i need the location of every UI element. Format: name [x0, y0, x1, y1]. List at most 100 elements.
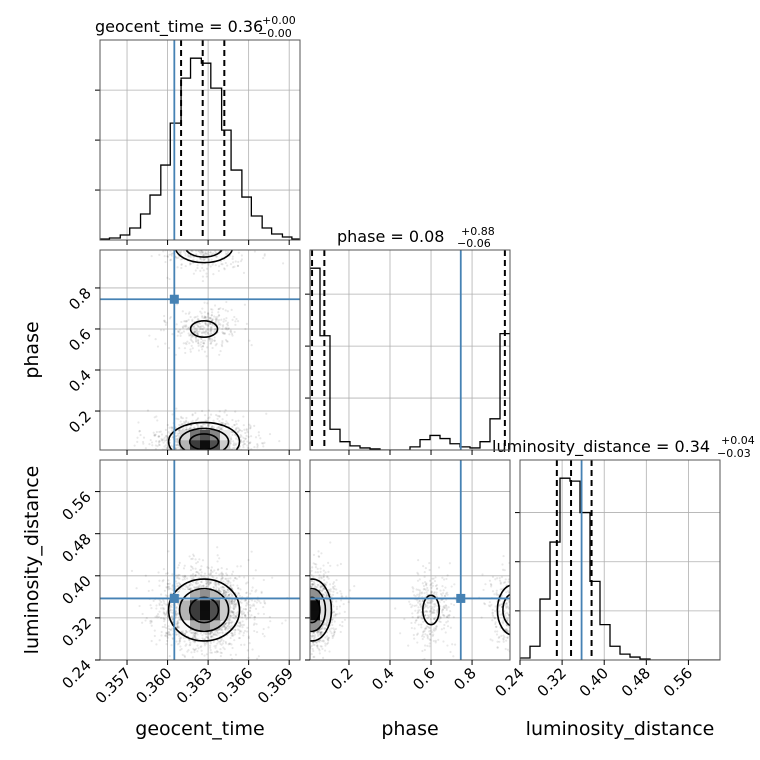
sample-point	[242, 436, 245, 440]
sample-point	[196, 637, 199, 641]
sample-point	[324, 591, 327, 594]
sample-point	[225, 420, 228, 423]
sample-point	[224, 593, 227, 596]
sample-point	[220, 643, 223, 646]
sample-point	[244, 615, 247, 618]
sample-point	[244, 599, 247, 602]
sample-point	[210, 340, 213, 343]
sample-point	[229, 263, 233, 266]
sample-point	[188, 584, 191, 587]
contour-line	[175, 250, 234, 264]
sample-point	[225, 253, 228, 256]
sample-point	[238, 429, 241, 432]
density-cell	[190, 590, 201, 601]
panel-frame	[99, 459, 301, 661]
sample-point	[216, 642, 219, 645]
sample-point	[209, 573, 212, 577]
sample-point	[156, 345, 160, 348]
sample-point	[208, 259, 211, 262]
sample-point	[194, 315, 197, 319]
sample-point	[175, 434, 178, 438]
sample-point	[206, 327, 209, 330]
sample-point	[244, 437, 247, 440]
sample-point	[176, 439, 179, 443]
sample-point	[255, 601, 258, 604]
sample-point	[234, 260, 237, 263]
sample-point	[207, 312, 210, 315]
sample-point	[178, 252, 182, 255]
sample-point	[233, 423, 236, 427]
sample-point	[162, 600, 165, 603]
contour-line	[167, 578, 241, 642]
sample-point	[199, 326, 202, 329]
sample-point	[423, 627, 427, 631]
sample-point	[155, 607, 158, 610]
sample-point	[194, 632, 197, 635]
sample-point	[154, 615, 157, 618]
sample-point	[179, 250, 183, 253]
sample-point	[225, 579, 228, 582]
sample-point	[223, 648, 226, 651]
sample-point	[193, 631, 196, 634]
sample-point	[234, 615, 237, 618]
sample-point	[210, 569, 213, 573]
sample-point	[184, 419, 188, 422]
sample-point	[206, 252, 209, 256]
sample-point	[251, 648, 254, 651]
sample-point	[207, 423, 210, 426]
sample-point	[247, 616, 250, 619]
sample-point	[181, 587, 185, 590]
sample-point	[235, 317, 238, 321]
sample-point	[177, 329, 180, 332]
sample-point	[217, 321, 220, 324]
sample-point	[178, 640, 181, 643]
sample-point	[231, 334, 234, 337]
sample-point	[213, 569, 216, 572]
sample-point	[218, 420, 221, 423]
density-cell	[180, 610, 191, 621]
sample-point	[157, 615, 160, 618]
sample-point	[198, 558, 201, 561]
sample-point	[182, 636, 185, 640]
sample-point	[218, 426, 221, 429]
sample-point	[175, 622, 178, 625]
sample-point	[224, 338, 228, 342]
sample-point	[206, 633, 209, 636]
sample-point	[442, 627, 446, 630]
sample-point	[324, 644, 327, 647]
sample-point	[223, 332, 226, 335]
sample-point	[314, 566, 318, 569]
sample-point	[220, 627, 223, 630]
sample-point	[284, 619, 287, 622]
sample-point	[221, 632, 224, 635]
panel-frame	[309, 249, 511, 451]
sample-point	[271, 576, 274, 579]
sample-point	[216, 414, 219, 418]
sample-point	[191, 419, 194, 422]
sample-point	[242, 271, 246, 274]
sample-point	[224, 628, 227, 631]
sample-point	[221, 426, 224, 429]
sample-point	[233, 631, 236, 634]
sample-point	[319, 586, 322, 589]
sample-point	[338, 624, 342, 627]
sample-point	[418, 599, 421, 603]
sample-point	[199, 250, 203, 253]
sample-point	[150, 441, 154, 444]
sample-point	[208, 582, 211, 586]
sample-point	[185, 416, 188, 420]
sample-point	[235, 614, 238, 617]
sample-point	[329, 541, 332, 544]
sample-point	[176, 621, 179, 625]
sample-point	[196, 315, 199, 318]
sample-point	[443, 623, 446, 627]
sample-point	[195, 562, 198, 565]
sample-point	[233, 600, 236, 603]
sample-point	[505, 591, 508, 594]
sample-point	[263, 254, 266, 257]
sample-point	[235, 601, 238, 605]
sample-point	[153, 434, 157, 437]
sample-point	[167, 633, 170, 637]
sample-point	[210, 337, 213, 340]
sample-point	[232, 579, 235, 582]
